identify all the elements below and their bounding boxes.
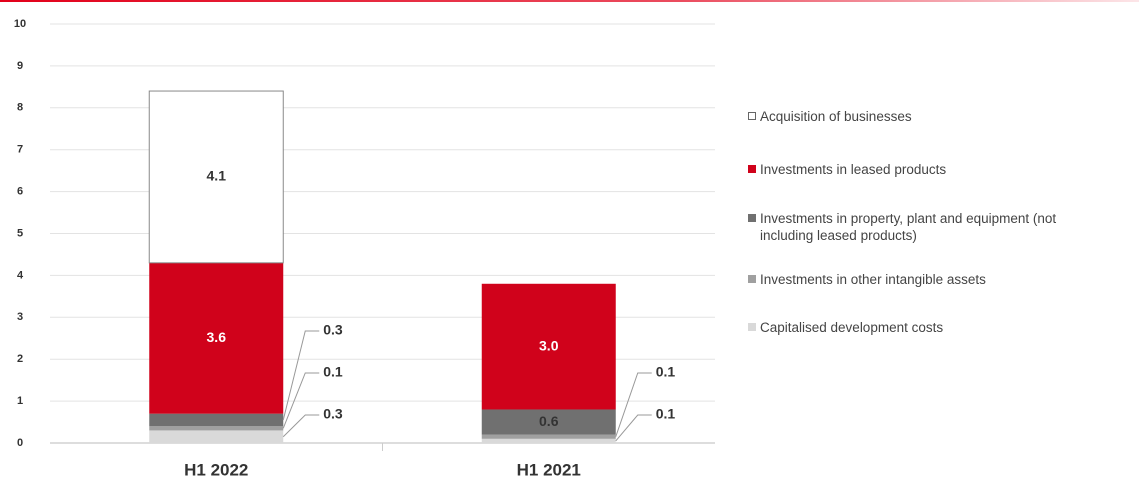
legend-swatch — [748, 165, 756, 173]
legend-label: Investments in leased products — [760, 162, 947, 177]
legend-item: Investments in leased products — [748, 161, 1060, 178]
value-label: 4.1 — [207, 168, 227, 184]
y-tick-label: 10 — [14, 18, 26, 30]
leader-line — [615, 414, 652, 442]
y-tick-label: 5 — [17, 227, 23, 239]
leader-line — [282, 330, 320, 421]
bar-segment — [148, 90, 284, 264]
legend-swatch — [748, 214, 756, 222]
legend-swatch — [748, 323, 756, 331]
y-tick-label: 0 — [17, 437, 23, 449]
y-tick-label: 1 — [17, 395, 23, 407]
bar-segment — [149, 430, 284, 443]
legend-label: Investments in property, plant and equip… — [760, 211, 1057, 243]
value-label: 0.6 — [539, 413, 559, 429]
bar-segment — [149, 413, 284, 427]
leader-line — [282, 414, 320, 438]
bar-segment — [481, 434, 616, 439]
bar-segment — [481, 438, 616, 443]
value-label: 0.1 — [656, 406, 676, 422]
x-tick-label: H1 2021 — [517, 460, 581, 479]
bar-segment — [149, 262, 284, 414]
y-tick-label: 9 — [17, 60, 23, 72]
legend-item: Capitalised development costs — [748, 319, 1060, 336]
value-label: 3.6 — [207, 329, 227, 345]
leader-line — [282, 372, 320, 429]
legend-item: Acquisition of businesses — [748, 108, 1060, 125]
top-rule — [0, 0, 1139, 2]
y-tick-label: 2 — [17, 353, 23, 365]
value-label: 0.1 — [656, 364, 676, 380]
legend-item: Investments in property, plant and equip… — [748, 210, 1060, 244]
leader-line — [615, 372, 652, 437]
y-tick-label: 8 — [17, 102, 23, 114]
y-tick-label: 6 — [17, 186, 23, 198]
value-label: 3.0 — [539, 337, 559, 353]
y-tick-label: 7 — [17, 144, 23, 156]
value-label: 0.1 — [323, 364, 343, 380]
value-label: 0.3 — [323, 322, 343, 338]
bar-segment — [481, 409, 616, 435]
legend-label: Acquisition of businesses — [760, 109, 912, 124]
legend-label: Capitalised development costs — [760, 320, 944, 335]
y-tick-label: 4 — [17, 269, 24, 281]
legend-swatch — [748, 112, 756, 120]
bar-segment — [481, 283, 616, 410]
y-tick-label: 3 — [17, 311, 23, 323]
x-tick-label: H1 2022 — [184, 460, 248, 479]
legend-label: Investments in other intangible assets — [760, 272, 986, 287]
value-label: 0.3 — [323, 406, 343, 422]
bar-segment — [149, 426, 284, 431]
legend-swatch — [748, 275, 756, 283]
legend-item: Investments in other intangible assets — [748, 271, 1060, 288]
